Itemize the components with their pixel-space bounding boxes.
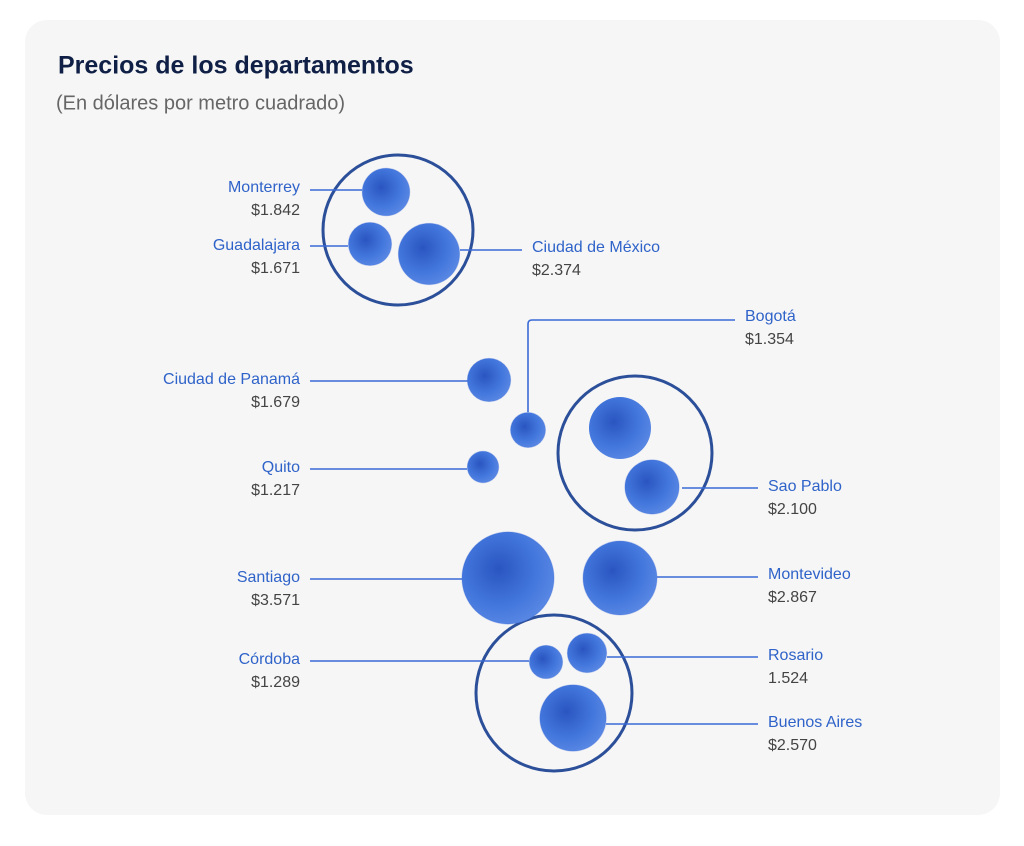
bubble	[624, 459, 680, 515]
bubble	[461, 531, 555, 625]
bubble	[582, 540, 658, 616]
value-label: $1.289	[251, 674, 300, 691]
city-label: Bogotá	[745, 308, 796, 325]
city-label: Sao Pablo	[768, 478, 842, 495]
chart-title: Precios de los departamentos	[58, 52, 414, 80]
bubble	[528, 644, 564, 680]
bubble	[466, 357, 512, 403]
unlabeled-bubble	[589, 397, 651, 459]
value-label: $1.679	[251, 394, 300, 411]
city-label: Quito	[262, 459, 300, 476]
bubble	[566, 632, 608, 674]
bubble	[397, 222, 461, 286]
value-label: $1.354	[745, 331, 794, 348]
city-label: Ciudad de Panamá	[163, 371, 300, 388]
group-circle	[321, 153, 475, 307]
city-label: Buenos Aires	[768, 714, 862, 731]
city-label: Rosario	[768, 647, 823, 664]
city-label: Guadalajara	[213, 237, 300, 254]
bubble	[510, 412, 546, 448]
value-label: $3.571	[251, 592, 300, 609]
city-label: Santiago	[237, 569, 300, 586]
group-circle	[474, 613, 634, 773]
bubble	[347, 221, 393, 267]
bubble	[539, 684, 607, 752]
value-label: $2.100	[768, 501, 817, 518]
bubble	[466, 450, 500, 484]
card	[25, 20, 1000, 815]
connector	[527, 319, 735, 412]
value-label: $2.374	[532, 262, 581, 279]
city-label: Ciudad de México	[532, 239, 660, 256]
value-label: $1.671	[251, 260, 300, 277]
value-label: $2.867	[768, 589, 817, 606]
city-label: Monterrey	[228, 179, 300, 196]
city-label: Córdoba	[239, 651, 300, 668]
value-label: $1.842	[251, 202, 300, 219]
group-circle	[556, 374, 714, 532]
city-label: Montevideo	[768, 566, 851, 583]
bubble	[361, 167, 411, 217]
value-label: 1.524	[768, 670, 808, 687]
value-label: $1.217	[251, 482, 300, 499]
value-label: $2.570	[768, 737, 817, 754]
chart-subtitle: (En dólares por metro cuadrado)	[56, 92, 345, 114]
